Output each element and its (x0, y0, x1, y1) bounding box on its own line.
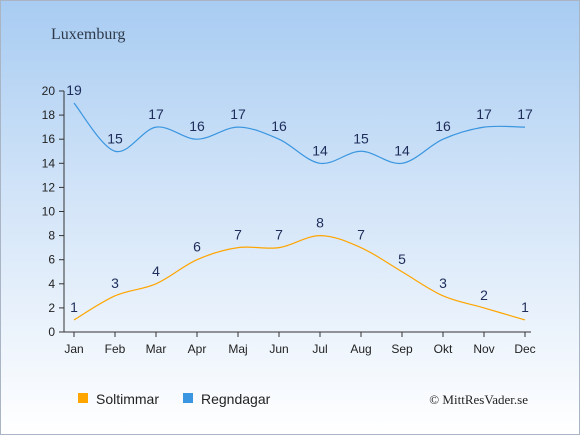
y-tick-label: 2 (48, 301, 55, 315)
data-labels: 1 3 4 6 7 7 8 7 5 3 2 1 19 15 17 16 17 16 14 15 14 16 17 17 (66, 82, 533, 315)
y-tick-label: 12 (42, 180, 56, 194)
data-label-regndagar: 14 (394, 142, 410, 158)
data-label-regndagar: 15 (107, 130, 123, 146)
data-label-soltimmar: 1 (70, 299, 78, 315)
chart-title: Luxemburg (51, 26, 125, 43)
data-label-regndagar: 15 (353, 130, 369, 146)
x-tick-label: Jun (269, 342, 288, 356)
data-label-regndagar: 16 (271, 118, 287, 134)
legend-swatch-soltimmar (78, 393, 88, 403)
x-tick-label: Maj (228, 342, 247, 356)
data-label-soltimmar: 3 (111, 275, 119, 291)
credit-text: © MittResVader.se (429, 392, 528, 407)
data-label-soltimmar: 2 (480, 287, 488, 303)
x-tick-label: Aug (350, 342, 371, 356)
y-tick-label: 8 (48, 229, 55, 243)
data-label-regndagar: 17 (148, 106, 164, 122)
x-tick-label: Feb (105, 342, 126, 356)
data-label-regndagar: 16 (189, 118, 205, 134)
data-label-soltimmar: 8 (316, 215, 324, 231)
y-tick-label: 10 (42, 205, 56, 219)
data-label-regndagar: 17 (517, 106, 533, 122)
x-tick-label: Nov (473, 342, 494, 356)
y-tick-label: 14 (42, 156, 56, 170)
data-label-regndagar: 16 (435, 118, 451, 134)
data-label-regndagar: 17 (230, 106, 246, 122)
series-line-regndagar (73, 102, 526, 164)
data-label-regndagar: 19 (66, 82, 82, 98)
y-tick-label: 18 (42, 108, 56, 122)
x-tick-label: Mar (146, 342, 167, 356)
legend-label-soltimmar: Soltimmar (96, 391, 159, 407)
data-label-soltimmar: 4 (152, 263, 160, 279)
legend: Soltimmar Regndagar (78, 391, 271, 407)
x-tick-label: Jan (64, 342, 83, 356)
y-tick-label: 4 (48, 277, 55, 291)
data-label-soltimmar: 7 (275, 227, 283, 243)
data-label-soltimmar: 1 (521, 299, 529, 315)
x-tick-label: Apr (188, 342, 207, 356)
data-label-regndagar: 14 (312, 142, 328, 158)
x-tick-label: Okt (434, 342, 453, 356)
y-tick-label: 20 (42, 84, 56, 98)
legend-label-regndagar: Regndagar (201, 391, 271, 407)
x-tick-label: Sep (391, 342, 413, 356)
legend-swatch-regndagar (183, 393, 193, 403)
data-label-soltimmar: 7 (234, 227, 242, 243)
x-tick-label: Jul (312, 342, 327, 356)
data-label-regndagar: 17 (476, 106, 492, 122)
y-tick-label: 16 (42, 132, 56, 146)
x-tick-label: Dec (514, 342, 535, 356)
data-label-soltimmar: 3 (439, 275, 447, 291)
data-label-soltimmar: 5 (398, 251, 406, 267)
data-label-soltimmar: 6 (193, 239, 201, 255)
y-tick-label: 6 (48, 253, 55, 267)
series-lines (73, 102, 526, 321)
series-line-soltimmar (73, 234, 526, 321)
data-label-soltimmar: 7 (357, 227, 365, 243)
y-tick-label: 0 (48, 325, 55, 339)
